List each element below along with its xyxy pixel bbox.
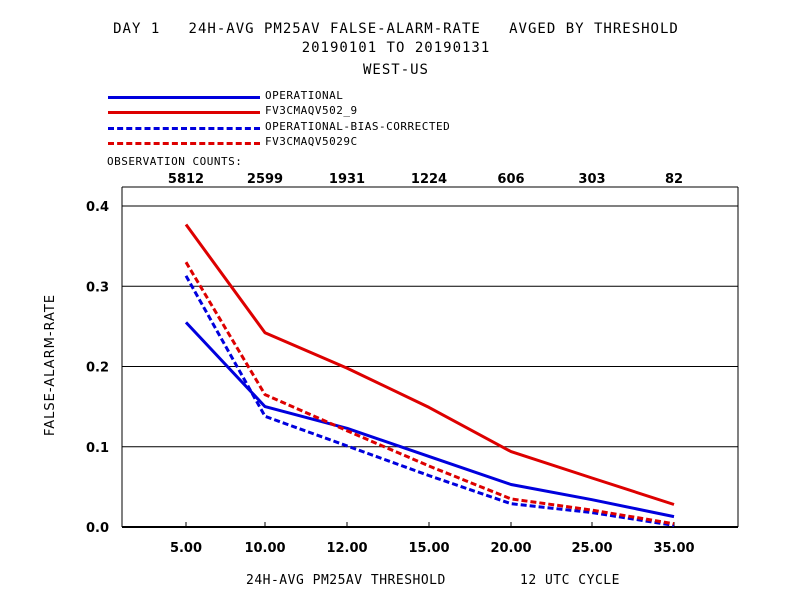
legend-swatch: [108, 142, 260, 145]
x-tick-label: 15.00: [408, 541, 449, 556]
x-tick-label: 5.00: [170, 541, 202, 556]
y-tick-label: 0.2: [86, 361, 109, 376]
legend-label: OPERATIONAL-BIAS-CORRECTED: [265, 120, 451, 133]
x-tick-label: 12.00: [326, 541, 367, 556]
x-axis-label: 24H-AVG PM25AV THRESHOLD: [246, 573, 446, 588]
series-line-operational-bias-corrected: [184, 275, 675, 527]
legend-swatch: [108, 96, 260, 99]
obs-count-label: 2599: [247, 172, 283, 187]
x-tick-label: 20.00: [490, 541, 531, 556]
series-line-fv3cmaqv5029c: [184, 261, 675, 526]
x-tick-label: 35.00: [653, 541, 694, 556]
chart-title: DAY 1 24H-AVG PM25AV FALSE-ALARM-RATE AV…: [113, 21, 679, 37]
legend-swatch: [108, 127, 260, 130]
series-line-fv3cmaqv502-9: [184, 223, 675, 506]
obs-count-label: 5812: [168, 172, 204, 187]
x-tick-label: 25.00: [571, 541, 612, 556]
chart-subtitle: 20190101 TO 20190131: [301, 40, 491, 56]
obs-count-label: 82: [665, 172, 683, 187]
legend-label: FV3CMAQV5029C: [265, 135, 358, 148]
y-tick-label: 0.3: [86, 280, 109, 295]
x-axis-label-suffix: 12 UTC CYCLE: [520, 573, 620, 588]
obs-count-label: 1931: [329, 172, 365, 187]
series-line-operational: [184, 321, 675, 519]
obs-counts-label: OBSERVATION COUNTS:: [107, 155, 243, 168]
obs-count-label: 606: [497, 172, 524, 187]
y-tick-label: 0.0: [86, 521, 109, 536]
y-tick-label: 0.1: [86, 441, 109, 456]
y-axis-label: FALSE-ALARM-RATE: [43, 294, 58, 436]
legend-swatch: [108, 111, 260, 114]
obs-count-label: 303: [578, 172, 605, 187]
x-tick-label: 10.00: [244, 541, 285, 556]
legend-label: FV3CMAQV502_9: [265, 104, 358, 117]
obs-count-label: 1224: [411, 172, 447, 187]
legend-label: OPERATIONAL: [265, 89, 344, 102]
chart-region: WEST-US: [362, 62, 429, 78]
y-tick-label: 0.4: [86, 200, 109, 215]
